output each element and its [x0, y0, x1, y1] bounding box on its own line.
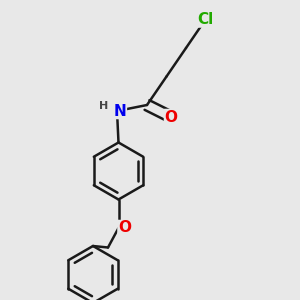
Text: N: N: [114, 103, 126, 118]
Text: H: H: [99, 100, 108, 111]
Text: O: O: [164, 110, 178, 124]
Text: Cl: Cl: [197, 12, 214, 27]
Text: O: O: [118, 220, 131, 236]
